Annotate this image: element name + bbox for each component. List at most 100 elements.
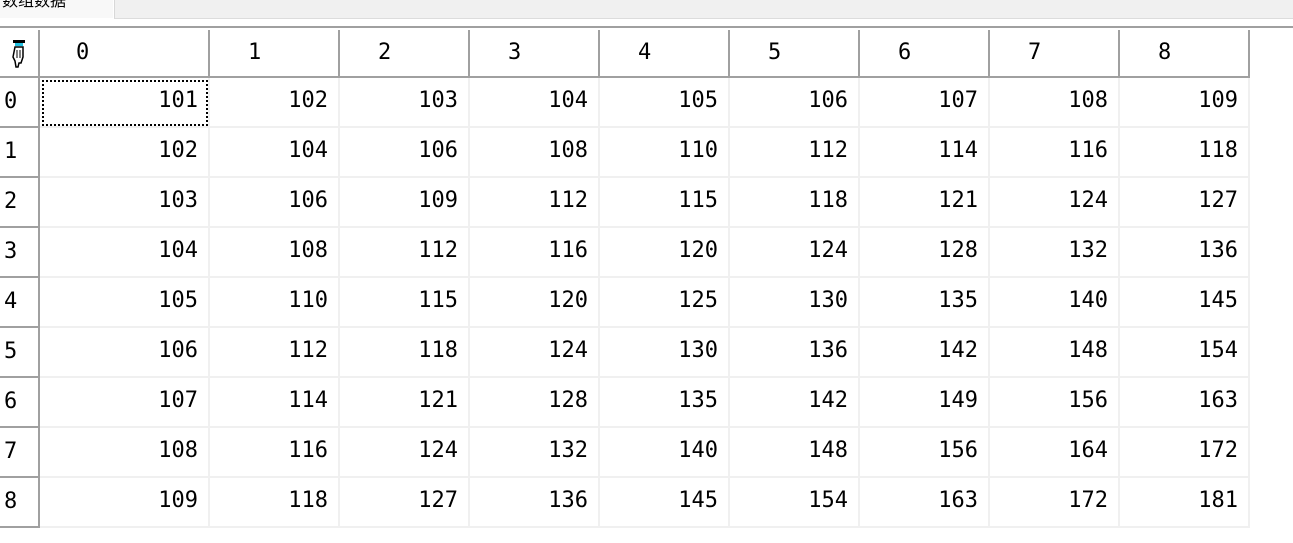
table-cell[interactable]: 114 (860, 128, 990, 178)
table-cell[interactable]: 108 (40, 428, 210, 478)
table-cell[interactable]: 140 (600, 428, 730, 478)
row-header[interactable]: 0 (0, 78, 40, 128)
table-cell[interactable]: 120 (470, 278, 600, 328)
table-cell[interactable]: 108 (990, 78, 1120, 128)
column-header[interactable]: 3 (470, 30, 600, 78)
table-cell[interactable]: 172 (1120, 428, 1250, 478)
table-cell[interactable]: 164 (990, 428, 1120, 478)
select-all-corner[interactable] (0, 30, 40, 78)
table-cell[interactable]: 135 (600, 378, 730, 428)
table-cell[interactable]: 116 (470, 228, 600, 278)
table-cell[interactable]: 154 (1120, 328, 1250, 378)
table-cell[interactable]: 135 (860, 278, 990, 328)
row-header[interactable]: 1 (0, 128, 40, 178)
row-header[interactable]: 5 (0, 328, 40, 378)
table-cell[interactable]: 118 (1120, 128, 1250, 178)
table-cell[interactable]: 130 (730, 278, 860, 328)
table-cell[interactable]: 106 (40, 328, 210, 378)
table-cell[interactable]: 115 (340, 278, 470, 328)
row-header[interactable]: 7 (0, 428, 40, 478)
table-cell[interactable]: 163 (1120, 378, 1250, 428)
table-cell[interactable]: 163 (860, 478, 990, 528)
table-cell[interactable]: 118 (210, 478, 340, 528)
table-cell[interactable]: 112 (210, 328, 340, 378)
table-cell[interactable]: 127 (1120, 178, 1250, 228)
table-cell[interactable]: 148 (990, 328, 1120, 378)
table-cell[interactable]: 109 (40, 478, 210, 528)
table-cell[interactable]: 124 (340, 428, 470, 478)
column-header[interactable]: 8 (1120, 30, 1250, 78)
column-header[interactable]: 7 (990, 30, 1120, 78)
table-cell[interactable]: 104 (40, 228, 210, 278)
table-cell[interactable]: 112 (730, 128, 860, 178)
table-cell[interactable]: 149 (860, 378, 990, 428)
table-cell[interactable]: 118 (730, 178, 860, 228)
table-cell[interactable]: 109 (340, 178, 470, 228)
table-cell[interactable]: 124 (990, 178, 1120, 228)
table-cell[interactable]: 121 (860, 178, 990, 228)
table-cell[interactable]: 103 (340, 78, 470, 128)
column-header[interactable]: 4 (600, 30, 730, 78)
table-cell[interactable]: 116 (990, 128, 1120, 178)
row-header[interactable]: 2 (0, 178, 40, 228)
table-cell[interactable]: 120 (600, 228, 730, 278)
table-cell[interactable]: 114 (210, 378, 340, 428)
table-cell[interactable]: 127 (340, 478, 470, 528)
table-cell[interactable]: 136 (730, 328, 860, 378)
column-header[interactable]: 1 (210, 30, 340, 78)
row-header[interactable]: 3 (0, 228, 40, 278)
table-cell[interactable]: 125 (600, 278, 730, 328)
row-header[interactable]: 4 (0, 278, 40, 328)
table-cell[interactable]: 132 (990, 228, 1120, 278)
table-cell[interactable]: 107 (860, 78, 990, 128)
table-cell[interactable]: 130 (600, 328, 730, 378)
table-cell[interactable]: 121 (340, 378, 470, 428)
table-cell[interactable]: 142 (730, 378, 860, 428)
table-cell[interactable]: 104 (210, 128, 340, 178)
table-cell[interactable]: 110 (600, 128, 730, 178)
table-cell[interactable]: 148 (730, 428, 860, 478)
column-header[interactable]: 2 (340, 30, 470, 78)
column-header[interactable]: 5 (730, 30, 860, 78)
table-cell[interactable]: 104 (470, 78, 600, 128)
table-cell[interactable]: 101 (40, 78, 210, 128)
table-cell[interactable]: 106 (340, 128, 470, 178)
row-header[interactable]: 8 (0, 478, 40, 528)
table-cell[interactable]: 156 (860, 428, 990, 478)
column-header[interactable]: 6 (860, 30, 990, 78)
table-cell[interactable]: 102 (210, 78, 340, 128)
table-cell[interactable]: 128 (470, 378, 600, 428)
table-cell[interactable]: 108 (470, 128, 600, 178)
table-cell[interactable]: 105 (600, 78, 730, 128)
table-cell[interactable]: 109 (1120, 78, 1250, 128)
table-cell[interactable]: 106 (210, 178, 340, 228)
table-cell[interactable]: 107 (40, 378, 210, 428)
table-cell[interactable]: 140 (990, 278, 1120, 328)
table-cell[interactable]: 156 (990, 378, 1120, 428)
column-header[interactable]: 0 (40, 30, 210, 78)
table-cell[interactable]: 118 (340, 328, 470, 378)
table-cell[interactable]: 116 (210, 428, 340, 478)
table-cell[interactable]: 136 (470, 478, 600, 528)
tab-array-data[interactable]: 数组数据 (0, 0, 113, 18)
table-cell[interactable]: 110 (210, 278, 340, 328)
row-header[interactable]: 6 (0, 378, 40, 428)
table-cell[interactable]: 106 (730, 78, 860, 128)
table-cell[interactable]: 132 (470, 428, 600, 478)
table-cell[interactable]: 142 (860, 328, 990, 378)
table-cell[interactable]: 136 (1120, 228, 1250, 278)
table-cell[interactable]: 102 (40, 128, 210, 178)
table-cell[interactable]: 103 (40, 178, 210, 228)
table-cell[interactable]: 145 (600, 478, 730, 528)
table-cell[interactable]: 145 (1120, 278, 1250, 328)
table-cell[interactable]: 112 (470, 178, 600, 228)
table-cell[interactable]: 108 (210, 228, 340, 278)
table-cell[interactable]: 112 (340, 228, 470, 278)
table-cell[interactable]: 105 (40, 278, 210, 328)
table-cell[interactable]: 128 (860, 228, 990, 278)
table-cell[interactable]: 124 (730, 228, 860, 278)
table-cell[interactable]: 172 (990, 478, 1120, 528)
table-cell[interactable]: 115 (600, 178, 730, 228)
table-cell[interactable]: 124 (470, 328, 600, 378)
table-cell[interactable]: 154 (730, 478, 860, 528)
